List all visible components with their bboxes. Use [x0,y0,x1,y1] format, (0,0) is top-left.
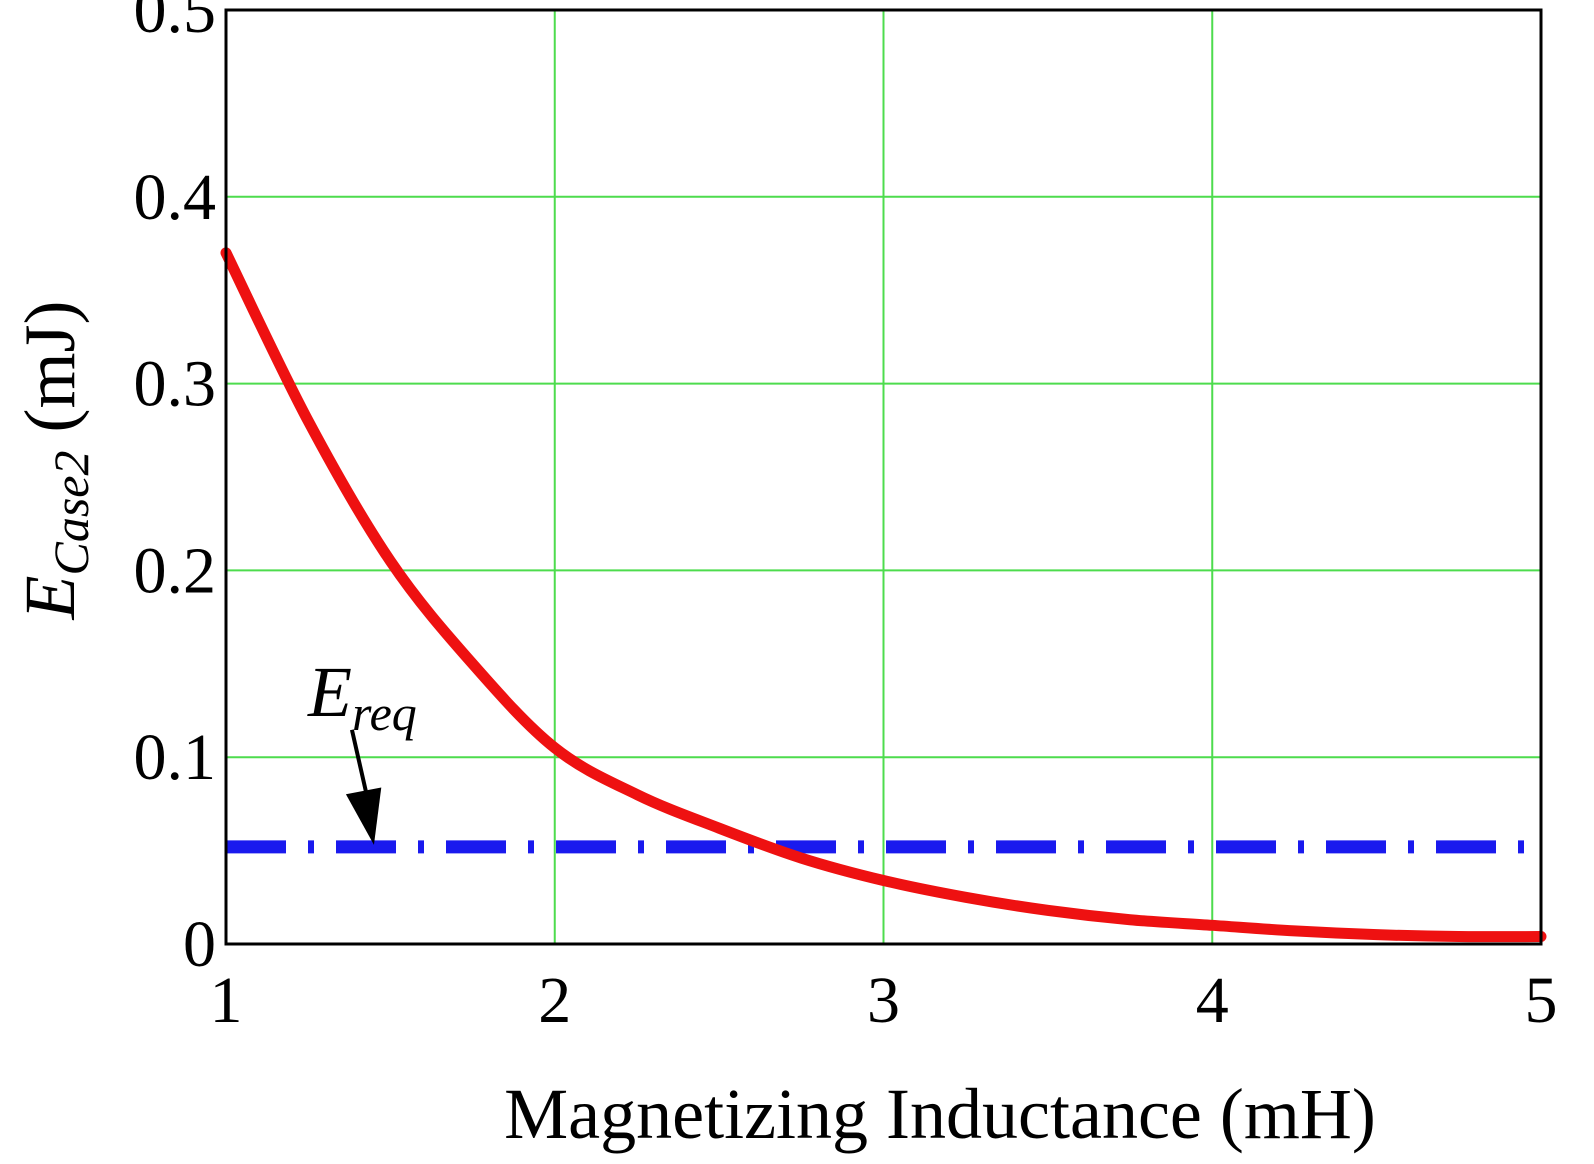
x-tick-label: 4 [1196,964,1229,1037]
plot-frame [224,8,1543,946]
y-tick-label: 0.1 [134,721,217,794]
y-tick-label: 0.5 [134,0,217,47]
y-tick-labels: 0 0.1 0.2 0.3 0.4 0.5 [134,0,217,981]
ecase2-curve [220,247,1547,943]
y-tick-label: 0.3 [134,348,217,421]
y-tick-label: 0 [183,908,216,981]
y-axis-title: ECase2 (mJ) [10,301,99,621]
y-axis-title-unit-text: (mJ) [10,301,90,433]
x-tick-label: 5 [1525,964,1558,1037]
y-axis-title-symbol: E [10,576,90,621]
series-layer [220,247,1547,943]
x-tick-label: 2 [538,964,571,1037]
y-tick-label: 0.4 [134,161,217,234]
ereq-label-symbol: E [307,652,352,732]
y-tick-label: 0.2 [134,534,217,607]
ereq-annotation: Ereq [307,652,417,845]
y-axis-title-subscript: Case2 [43,451,99,576]
y-axis-title-unit [10,433,90,451]
ereq-label-subscript: req [352,685,417,741]
x-tick-labels: 1 2 3 4 5 [210,964,1558,1037]
x-tick-label: 3 [867,964,900,1037]
ereq-arrow-head [345,787,382,845]
ereq-label: Ereq [307,652,417,741]
x-tick-label: 1 [210,964,243,1037]
x-axis-title: Magnetizing Inductance (mH) [504,1074,1376,1154]
